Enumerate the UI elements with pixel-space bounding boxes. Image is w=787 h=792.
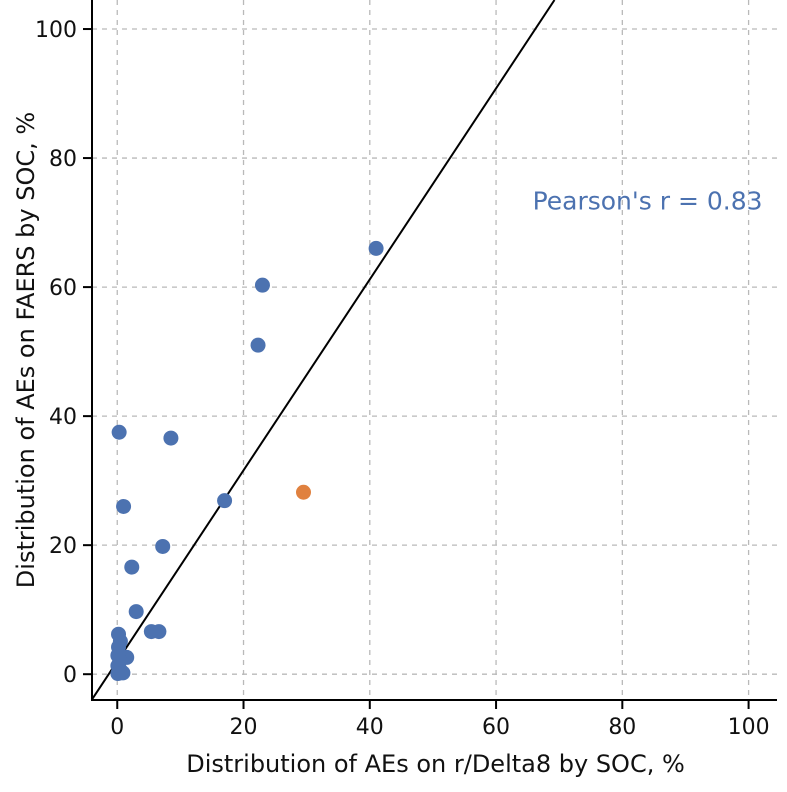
pearson-annotation: Pearson's r = 0.83 (533, 187, 763, 216)
y-tick-label: 20 (49, 534, 77, 559)
x-tick-label: 80 (608, 715, 636, 740)
y-axis-label: Distribution of AEs on FAERS by SOC, % (12, 111, 40, 589)
x-axis-label: Distribution of AEs on r/Delta8 by SOC, … (186, 750, 685, 778)
data-point (151, 624, 167, 640)
x-tick-label: 100 (728, 715, 770, 740)
x-tick-label: 0 (110, 715, 124, 740)
data-point (115, 665, 131, 681)
y-tick-label: 60 (49, 276, 77, 301)
data-point (111, 424, 127, 440)
data-point (116, 498, 132, 514)
series-0 (110, 240, 384, 682)
series-1 (295, 484, 311, 500)
data-point (163, 430, 179, 446)
tick-labels: 0 20 40 60 80 100 0 20 40 60 80 100 (35, 18, 770, 740)
x-tick-label: 60 (482, 715, 510, 740)
x-tick-label: 40 (356, 715, 384, 740)
data-point (368, 240, 384, 256)
data-point (128, 604, 144, 620)
y-tick-label: 40 (49, 405, 77, 430)
data-point (217, 493, 233, 509)
fit-line (91, 0, 556, 701)
data-point (250, 337, 266, 353)
axes-spines (91, 0, 777, 701)
tick-marks (83, 28, 750, 709)
y-tick-label: 0 (63, 663, 77, 688)
y-tick-label: 80 (49, 147, 77, 172)
gridlines (92, 0, 777, 700)
data-point (124, 559, 140, 575)
data-point (295, 484, 311, 500)
x-tick-label: 20 (230, 715, 258, 740)
data-point (254, 277, 270, 293)
y-tick-label: 100 (35, 18, 77, 43)
data-point (155, 538, 171, 554)
